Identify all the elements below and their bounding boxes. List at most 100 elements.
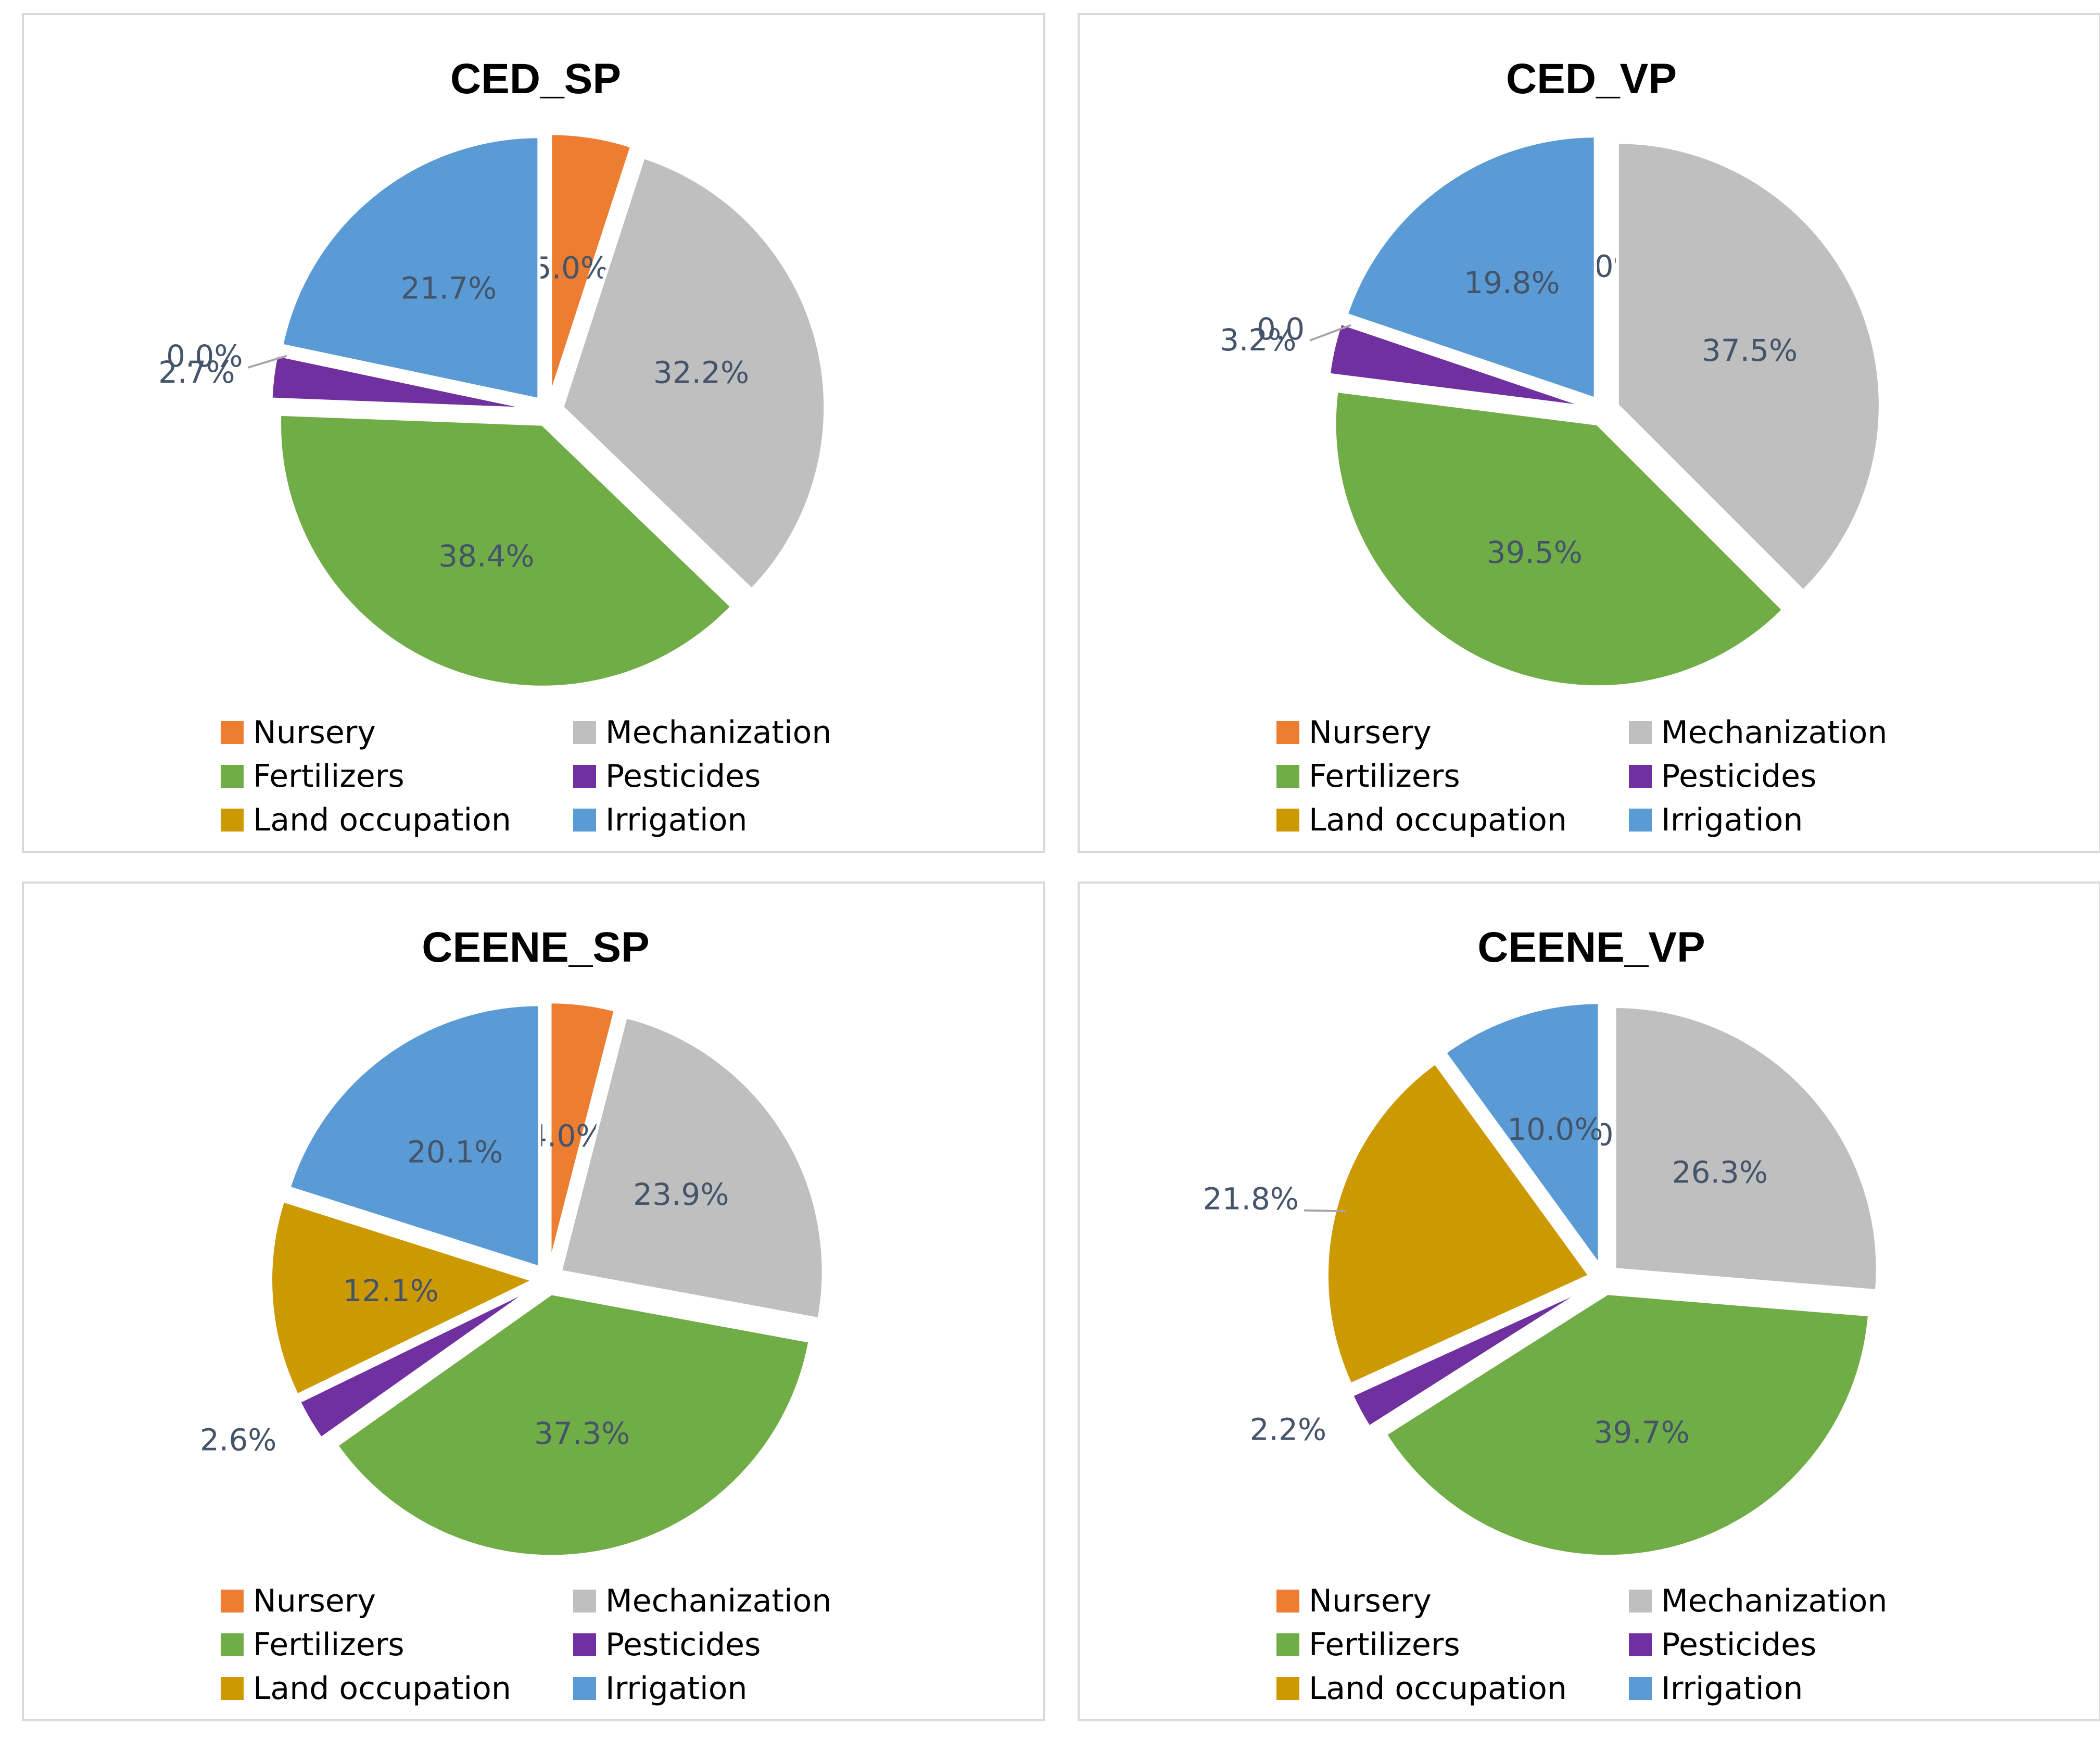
pie-slice-fertilizers[interactable]	[1333, 389, 1786, 689]
legend-label-irrigation: Irrigation	[605, 1670, 747, 1707]
legend-label-land-occupation: Land occupation	[253, 802, 511, 838]
legend-label-irrigation: Irrigation	[605, 802, 747, 838]
pie-slice-mechanization[interactable]	[1613, 1005, 1879, 1293]
pie-slice-mechanization[interactable]	[560, 155, 827, 592]
pie-slice-land-occupation[interactable]	[269, 1199, 538, 1397]
legend-swatch-pesticides	[573, 1633, 596, 1656]
data-label-irrigation: 10.0%	[1507, 1112, 1603, 1147]
legend-label-nursery: Nursery	[1309, 714, 1432, 751]
legend-swatch-pesticides	[573, 765, 596, 788]
pie-chart-svg: CED_VP0.0%37.5%39.5%3.2%0.019.8%Nursery M…	[1220, 55, 1887, 838]
legend-swatch-mechanization	[573, 1590, 596, 1613]
legend-label-mechanization: Mechanization	[605, 714, 831, 751]
data-label-fertilizers: 39.7%	[1593, 1415, 1689, 1450]
pie-slice-mechanization[interactable]	[1615, 141, 1882, 594]
pie-slice-pesticides[interactable]	[269, 353, 534, 411]
legend-swatch-mechanization	[573, 721, 596, 744]
pie-slice-pesticides[interactable]	[1349, 1284, 1592, 1430]
data-label-fertilizers: 37.3%	[534, 1416, 630, 1451]
legend-swatch-nursery	[1276, 721, 1299, 744]
legend-swatch-fertilizers	[1276, 765, 1299, 788]
pie-slice-fertilizers[interactable]	[278, 412, 735, 689]
data-label-irrigation: 19.8%	[1464, 265, 1560, 300]
legend-label-land-occupation: Land occupation	[1309, 802, 1567, 838]
data-label-fertilizers: 38.4%	[438, 538, 534, 574]
legend-swatch-land-occupation	[221, 1677, 244, 1700]
data-label-pesticides: 2.7%	[158, 355, 235, 390]
legend-swatch-land-occupation	[1276, 809, 1299, 832]
legend-swatch-land-occupation	[221, 809, 244, 832]
legend-swatch-irrigation	[1629, 1677, 1652, 1700]
data-label-mechanization: 23.9%	[633, 1177, 729, 1212]
legend-swatch-fertilizers	[221, 1633, 244, 1656]
pie-slice-fertilizers[interactable]	[1383, 1292, 1871, 1558]
data-label-pesticides: 3.2%	[1220, 322, 1296, 358]
pie-slice-irrigation[interactable]	[1344, 134, 1597, 401]
legend-swatch-fertilizers	[221, 765, 244, 788]
data-label-land-occupation: 21.8%	[1203, 1181, 1299, 1217]
chart-panel-ced-sp: CED_SP 5.0% 32.2% 38.4% 2.7% 0.0% 21.7% Nursery…	[22, 13, 1045, 853]
pie-slice-nursery[interactable]	[548, 1000, 617, 1265]
pie-slice-mechanization[interactable]	[558, 1015, 825, 1321]
data-label-pesticides: 2.2%	[1250, 1412, 1326, 1447]
legend-swatch-mechanization	[1629, 721, 1652, 744]
legend-label-mechanization: Mechanization	[1661, 714, 1887, 751]
data-label-fertilizers: 39.5%	[1487, 535, 1583, 570]
data-label-land-occupation: 0.0%	[166, 338, 243, 374]
legend-label-fertilizers: Fertilizers	[1309, 758, 1460, 795]
pie-slice-irrigation[interactable]	[287, 1003, 541, 1270]
pie-slice-irrigation[interactable]	[1443, 1001, 1601, 1270]
legend-label-pesticides: Pesticides	[1661, 758, 1816, 795]
legend-label-fertilizers: Fertilizers	[1309, 1627, 1460, 1663]
legend-swatch-pesticides	[1629, 1633, 1652, 1656]
legend-label-pesticides: Pesticides	[605, 758, 761, 795]
legend-label-land-occupation: Land occupation	[1309, 1670, 1567, 1707]
legend-label-irrigation: Irrigation	[1661, 1670, 1803, 1707]
legend-swatch-irrigation	[573, 809, 596, 832]
data-label-irrigation: 21.7%	[401, 271, 497, 306]
legend-label-pesticides: Pesticides	[1661, 1627, 1816, 1663]
legend-swatch-land-occupation	[1276, 1677, 1299, 1700]
legend-label-irrigation: Irrigation	[1661, 802, 1803, 838]
pie-slice-nursery[interactable]	[549, 132, 634, 397]
data-label-mechanization: 26.3%	[1672, 1155, 1768, 1190]
legend-swatch-mechanization	[1629, 1590, 1652, 1613]
chart-panel-ced-vp: CED_VP 0.0% 37.5% 39.5% 3.2% 0.0 19.8% Nursery M…	[1078, 13, 2100, 853]
legend-swatch-nursery	[1276, 1590, 1299, 1613]
chart-title: CED_SP	[450, 55, 621, 103]
chart-title: CED_VP	[1506, 55, 1677, 103]
pie-slice-pesticides[interactable]	[1327, 321, 1590, 409]
legend-label-nursery: Nursery	[253, 714, 376, 751]
pie-slice-irrigation[interactable]	[280, 135, 541, 401]
legend-swatch-fertilizers	[1276, 1633, 1299, 1656]
legend-label-land-occupation: Land occupation	[253, 1670, 511, 1707]
legend-swatch-irrigation	[573, 1677, 596, 1700]
legend-label-fertilizers: Fertilizers	[253, 1627, 404, 1663]
legend-label-nursery: Nursery	[253, 1583, 376, 1619]
chart-title: CEENE_SP	[422, 924, 650, 971]
chart-panel-ceene-vp: CEENE_VP 0.0% 26.3% 39.7% 2.2% 21.8% 10.0% Nurs…	[1078, 881, 2100, 1721]
chart-panel-ceene-sp: CEENE_SP 4.0% 23.9% 37.3% 2.6% 12.1% 20.1% Nurs…	[22, 881, 1045, 1721]
pie-slice-fertilizers[interactable]	[334, 1292, 812, 1558]
pie-chart-svg: CEENE_SP4.0%23.9%37.3%2.6%12.1%20.1%Nurs…	[200, 924, 831, 1707]
data-label-land-occupation: 12.1%	[343, 1273, 439, 1308]
pie-chart-svg: CED_SP 5.0% 32.2% 38.4% 2.7%0.0% 21.7% Nursery…	[158, 55, 831, 838]
legend-swatch-pesticides	[1629, 765, 1652, 788]
leader-line	[1304, 1209, 1346, 1213]
pie-slice-pesticides[interactable]	[297, 1285, 537, 1441]
pie-chart-svg: CEENE_VP0.0%26.3%39.7%2.2%21.8%10.0%Nurs…	[1203, 924, 1888, 1707]
legend-label-pesticides: Pesticides	[605, 1627, 761, 1663]
legend-swatch-nursery	[221, 1590, 244, 1613]
data-label-pesticides: 2.6%	[200, 1422, 276, 1457]
chart-title: CEENE_VP	[1477, 924, 1705, 971]
legend-label-fertilizers: Fertilizers	[253, 758, 404, 795]
pie-slice-land-occupation[interactable]	[1325, 1061, 1592, 1387]
legend-label-mechanization: Mechanization	[605, 1583, 831, 1619]
data-label-nursery: 5.0%	[533, 250, 609, 286]
leader-line	[247, 355, 287, 369]
legend-swatch-nursery	[221, 721, 244, 744]
data-label-land-occupation: 0.0	[1257, 311, 1305, 347]
legend-swatch-irrigation	[1629, 809, 1652, 832]
data-label-irrigation: 20.1%	[407, 1134, 503, 1169]
data-label-mechanization: 32.2%	[653, 355, 749, 390]
